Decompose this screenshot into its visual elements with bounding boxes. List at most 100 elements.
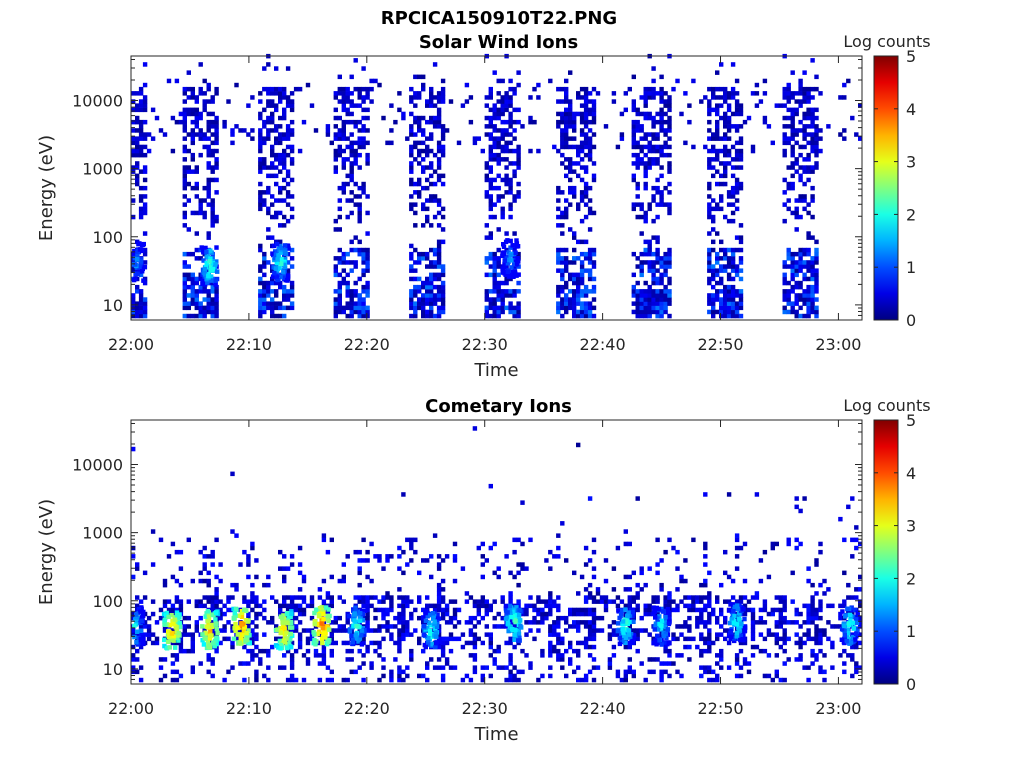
heatmap-cell (425, 119, 430, 125)
heatmap-cell (436, 202, 442, 207)
heatmap-cell (278, 161, 283, 166)
heatmap-cell (421, 169, 426, 174)
heatmap-cell (266, 665, 271, 670)
heatmap-cell (484, 173, 489, 179)
heatmap-cell (583, 86, 589, 92)
heatmap-cell (333, 313, 338, 319)
heatmap-cell (830, 665, 835, 670)
heatmap-cell (413, 140, 418, 146)
heatmap-cell (643, 293, 648, 298)
heatmap-cell (480, 541, 485, 547)
heatmap-cell (504, 107, 509, 113)
heatmap-cell (484, 256, 489, 261)
heatmap-cell (730, 202, 736, 207)
heatmap-cell (707, 107, 712, 113)
heatmap-cell (782, 260, 787, 265)
heatmap-cell (802, 297, 807, 302)
heatmap-cell (738, 239, 744, 245)
heatmap-cell (186, 272, 191, 278)
heatmap-cell (810, 297, 815, 302)
heatmap-cell (790, 70, 795, 75)
heatmap-cell (285, 305, 291, 311)
heatmap-cell (492, 313, 497, 319)
heatmap-cell (723, 136, 728, 141)
heatmap-cell (131, 140, 136, 146)
heatmap-cell (194, 603, 199, 609)
heatmap-cell (814, 272, 819, 278)
heatmap-cell (655, 301, 660, 306)
heatmap-cell (200, 624, 205, 629)
heatmap-cell (647, 202, 652, 207)
heatmap-cell (810, 119, 815, 125)
heatmap-cell (583, 309, 589, 315)
heatmap-cell (190, 111, 195, 117)
heatmap-cell (301, 628, 307, 633)
heatmap-cell (440, 95, 446, 100)
heatmap-cell (409, 132, 414, 137)
heatmap-cell (258, 165, 263, 170)
heatmap-cell (651, 669, 656, 675)
heatmap-cell (440, 214, 446, 220)
heatmap-cell (174, 549, 180, 555)
heatmap-cell (798, 653, 803, 658)
heatmap-cell (365, 644, 370, 650)
heatmap-cell (205, 280, 210, 285)
heatmap-cell (214, 635, 219, 641)
heatmap-cell (199, 245, 204, 250)
heatmap-cell (695, 607, 700, 613)
heatmap-cell (206, 293, 211, 298)
heatmap-cell (810, 582, 815, 588)
heatmap-cell (329, 599, 334, 604)
heatmap-cell (536, 611, 541, 617)
heatmap-cell (329, 628, 334, 633)
heatmap-cell (313, 642, 318, 647)
heatmap-cell (353, 289, 358, 294)
heatmap-cell (194, 256, 199, 261)
heatmap-cell (738, 665, 744, 670)
heatmap-cell (207, 642, 213, 648)
heatmap-cell (377, 607, 382, 613)
heatmap-cell (270, 644, 275, 650)
heatmap-cell (389, 128, 394, 133)
heatmap-cell (262, 119, 267, 125)
heatmap-cell (345, 136, 350, 141)
heatmap-cell (421, 256, 426, 261)
heatmap-cell (440, 264, 446, 269)
heatmap-cell (500, 309, 505, 315)
heatmap-cell (425, 185, 430, 191)
heatmap-cell (233, 621, 238, 627)
heatmap-cell (576, 148, 581, 154)
heatmap-cell (500, 305, 505, 311)
heatmap-cell (595, 665, 601, 670)
heatmap-cell (560, 657, 565, 662)
heatmap-cell (353, 235, 358, 240)
heatmap-cell (647, 566, 652, 571)
heatmap-cell (806, 309, 811, 315)
heatmap-cell (556, 86, 561, 92)
heatmap-cell (337, 301, 342, 306)
heatmap-cell (206, 309, 211, 315)
heatmap-cell (715, 231, 720, 236)
heatmap-cell (504, 157, 509, 162)
heatmap-cell (413, 74, 418, 80)
heatmap-cell (579, 309, 585, 315)
heatmap-cell (794, 657, 799, 662)
heatmap-cell (738, 103, 744, 108)
heatmap-cell (643, 677, 648, 683)
heatmap-cell (560, 272, 565, 278)
heatmap-cell (325, 677, 331, 683)
heatmap-cell (480, 677, 485, 683)
heatmap-cell (766, 611, 772, 617)
heatmap-cell (754, 620, 760, 625)
heatmap-cell (131, 301, 136, 306)
heatmap-cell (568, 305, 573, 311)
heatmap-cell (508, 620, 513, 625)
heatmap-cell (138, 259, 144, 264)
heatmap-cell (651, 235, 656, 240)
heatmap-cell (505, 269, 511, 274)
heatmap-cell (214, 591, 219, 596)
heatmap-cell (568, 115, 573, 121)
heatmap-cell (230, 128, 235, 133)
heatmap-cell (500, 615, 505, 621)
heatmap-cell (312, 632, 317, 637)
